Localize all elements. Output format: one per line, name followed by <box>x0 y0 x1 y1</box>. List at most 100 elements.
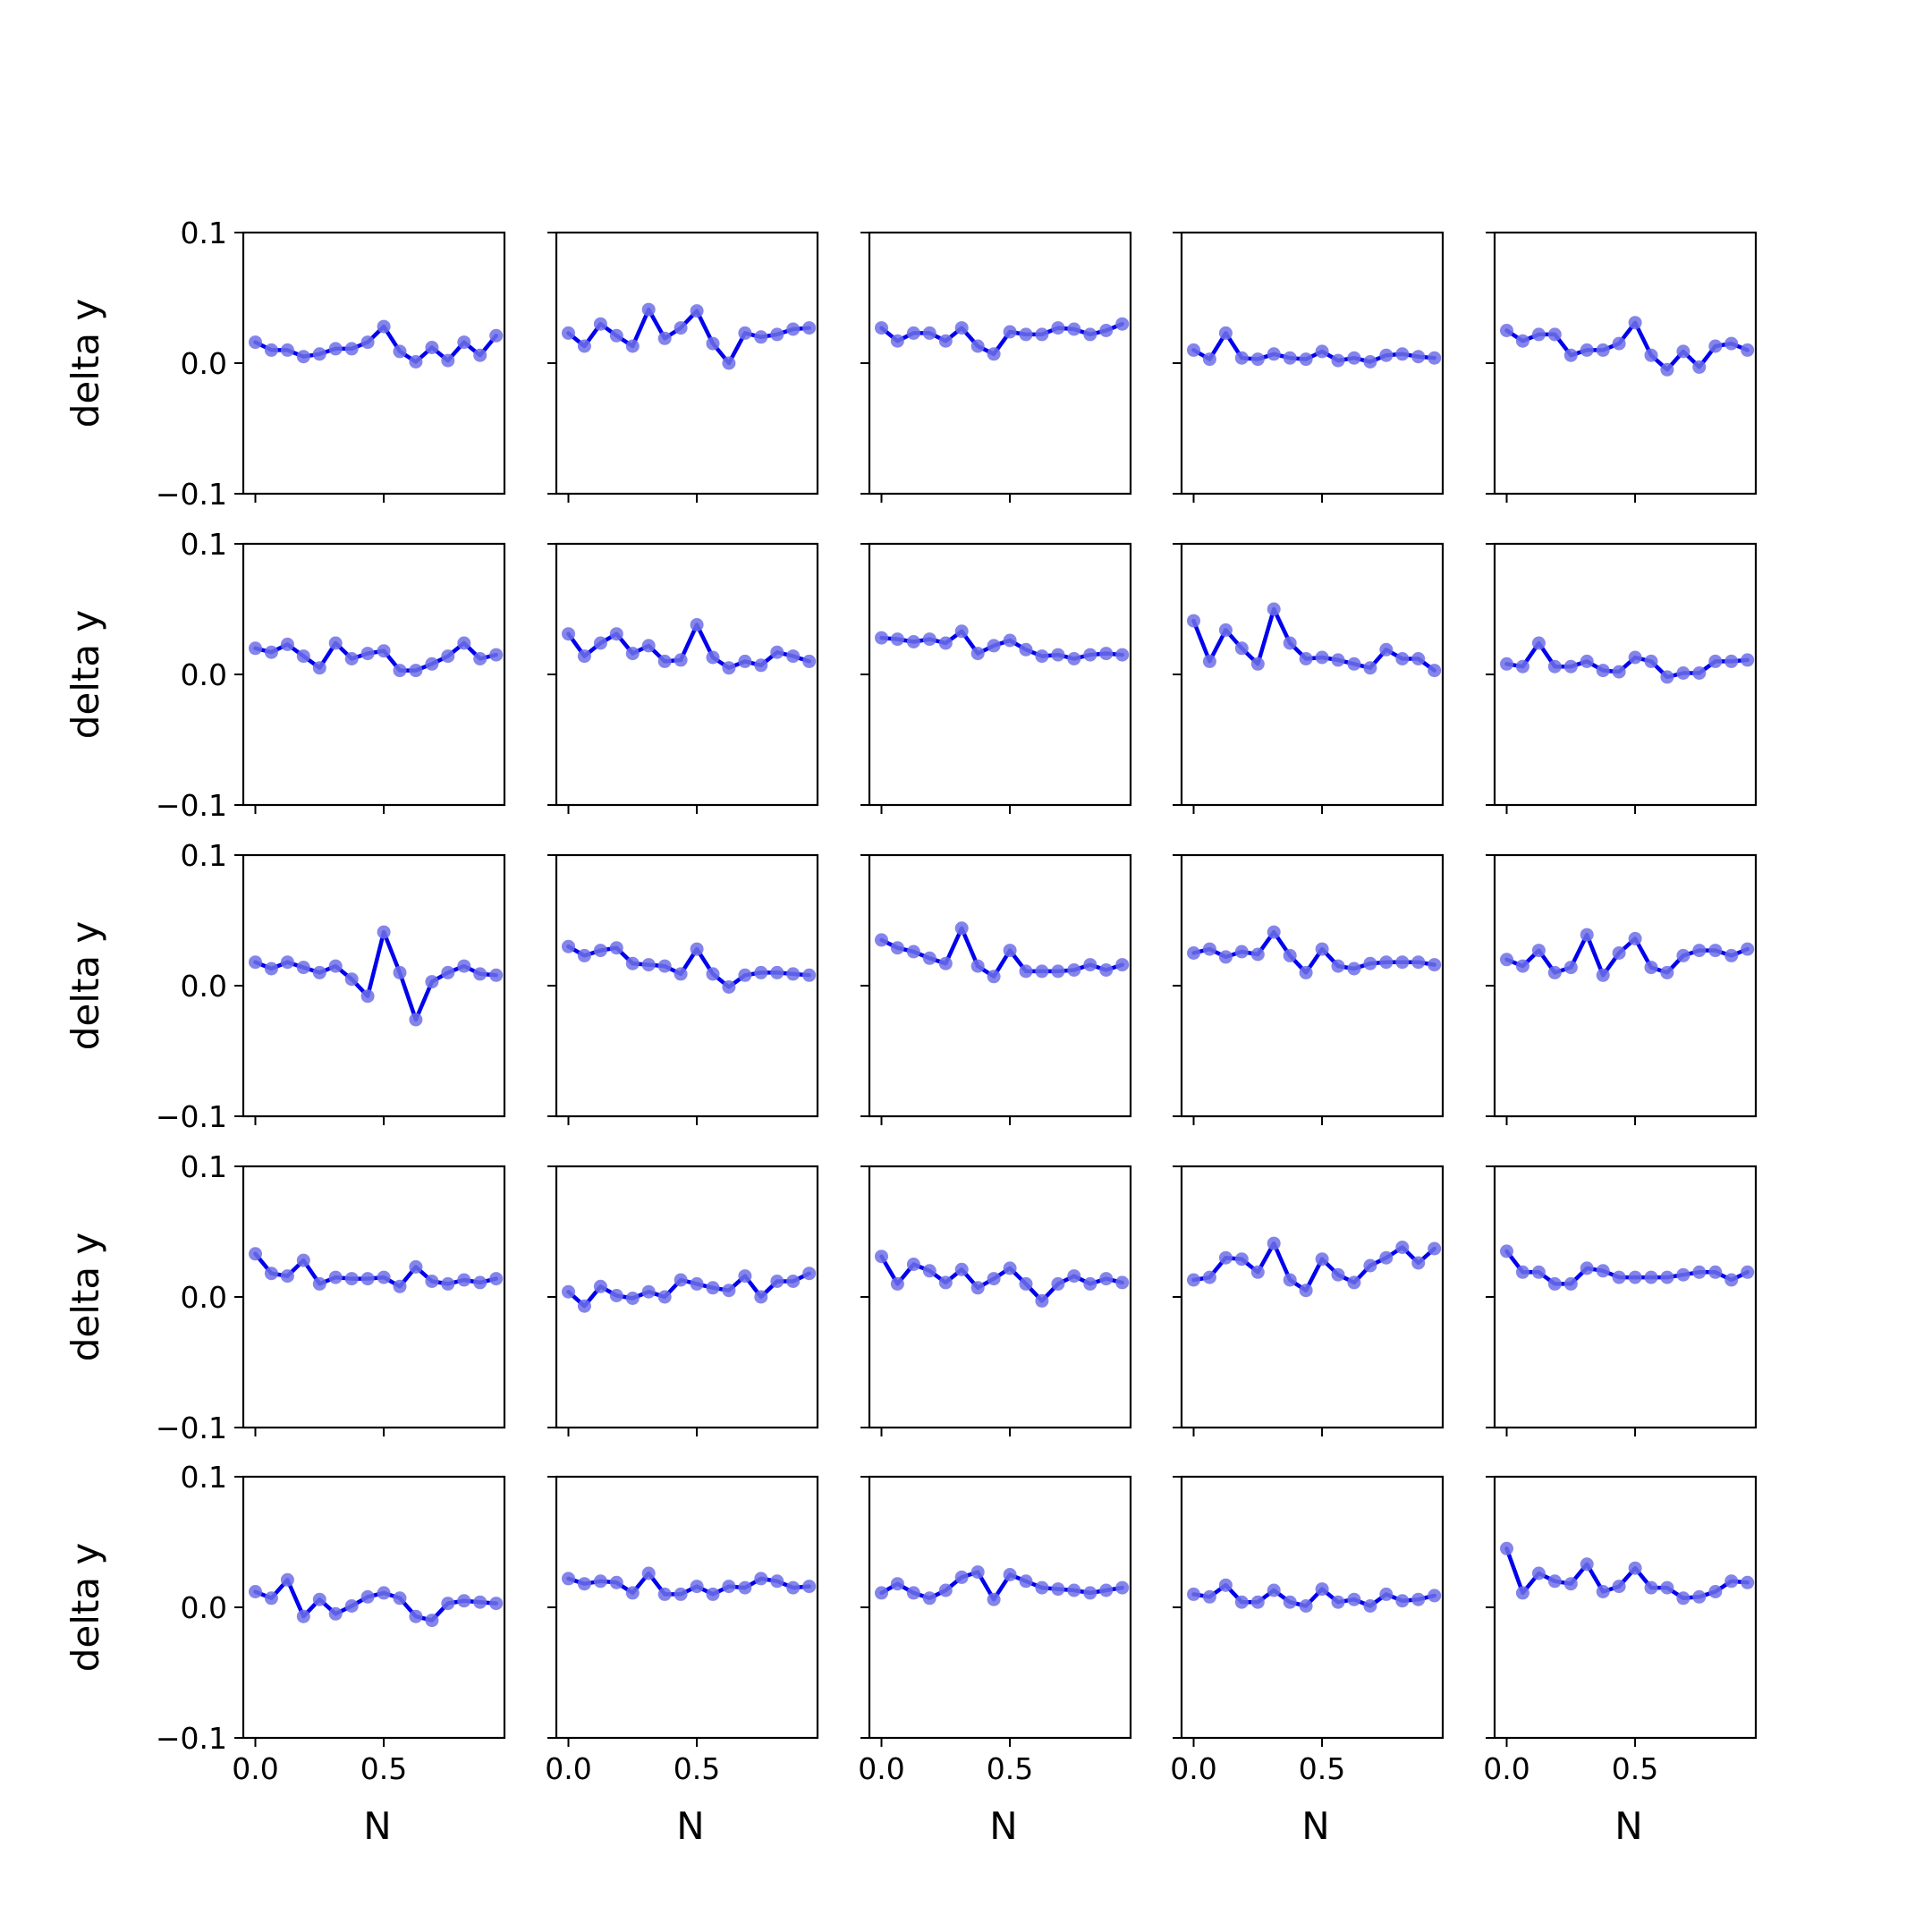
data-point <box>312 1592 326 1606</box>
data-point <box>1035 1580 1049 1595</box>
panel-1-1: −0.1 0.0 0.1 delta y <box>64 216 506 512</box>
y-axis-label: delta y <box>64 1543 107 1673</box>
data-point <box>1612 946 1626 960</box>
y-tick-label: −0.1 <box>156 1099 227 1134</box>
data-point <box>280 343 294 357</box>
data-point <box>1660 362 1674 377</box>
data-point <box>360 335 375 350</box>
data-point <box>473 1595 487 1609</box>
data-point <box>1067 322 1081 336</box>
data-point <box>690 618 704 631</box>
data-point <box>1250 947 1265 962</box>
data-point <box>1099 1583 1114 1597</box>
data-point <box>954 321 969 335</box>
data-point <box>922 1264 936 1278</box>
data-point <box>786 322 801 336</box>
data-point <box>1019 1276 1033 1291</box>
data-point <box>770 645 784 659</box>
data-point <box>802 1580 817 1594</box>
data-point <box>786 1580 801 1595</box>
series-line <box>1504 1249 1750 1286</box>
data-point <box>1299 1284 1313 1298</box>
data-point <box>1428 958 1442 972</box>
data-point <box>1411 652 1426 665</box>
data-point <box>1708 654 1723 668</box>
data-point <box>1234 1595 1249 1609</box>
data-point <box>1234 1252 1249 1267</box>
data-point <box>1580 343 1594 357</box>
x-axis-label: N <box>1301 1804 1329 1848</box>
series-line <box>566 623 811 670</box>
data-point <box>1563 961 1578 975</box>
data-point <box>1563 659 1578 674</box>
data-point <box>425 1275 439 1288</box>
y-tick-label: −0.1 <box>156 1411 227 1445</box>
data-point <box>441 649 455 664</box>
axes-frame <box>555 1475 819 1740</box>
data-point <box>1315 1582 1329 1597</box>
series-line <box>1504 932 1750 978</box>
data-point <box>441 353 455 368</box>
x-tick-label: 0.5 <box>1299 1751 1345 1786</box>
data-point <box>987 1272 1001 1286</box>
data-point <box>249 1585 262 1598</box>
data-point <box>328 636 343 650</box>
data-point <box>1202 1589 1216 1604</box>
data-point <box>970 339 985 353</box>
axes-frame <box>555 1165 819 1429</box>
data-point <box>1708 339 1723 353</box>
data-point <box>577 1577 591 1591</box>
data-point <box>1395 652 1410 665</box>
data-point <box>1019 964 1033 979</box>
axes-frame <box>242 853 506 1118</box>
x-tick-label: 0.0 <box>545 1751 591 1786</box>
data-point <box>1363 956 1377 970</box>
data-point <box>754 965 768 979</box>
data-point <box>1234 945 1249 959</box>
y-tick-label: 0.0 <box>181 1590 227 1625</box>
data-point <box>1363 355 1377 369</box>
data-point <box>577 948 591 962</box>
data-point <box>1692 944 1707 958</box>
data-point <box>264 962 278 976</box>
data-point <box>593 1279 607 1293</box>
data-point <box>393 1591 407 1606</box>
data-point <box>1083 1586 1097 1600</box>
y-tick-label: −0.1 <box>156 477 227 512</box>
data-point <box>1644 654 1658 668</box>
data-point <box>593 944 607 958</box>
data-point <box>1187 343 1200 357</box>
y-tick-label: 0.1 <box>181 216 227 250</box>
axes-frame <box>555 853 819 1118</box>
data-point <box>562 627 575 641</box>
axes-frame <box>868 1165 1132 1429</box>
axes-frame <box>555 542 819 807</box>
data-point <box>344 342 359 356</box>
data-point <box>249 955 262 970</box>
panel-1-4 <box>1173 231 1445 503</box>
data-point <box>1741 653 1755 667</box>
data-point <box>1347 351 1361 365</box>
data-point <box>1395 347 1410 361</box>
x-tick-label: 0.5 <box>360 1751 407 1786</box>
data-point <box>1741 343 1755 357</box>
data-point <box>1331 653 1345 667</box>
data-point <box>1283 1273 1297 1287</box>
data-point <box>360 1589 375 1604</box>
series-line <box>253 1578 498 1623</box>
data-point <box>609 1289 623 1302</box>
data-point <box>1612 1580 1626 1594</box>
data-point <box>1580 928 1594 942</box>
data-point <box>1187 1587 1200 1601</box>
x-tick-label: 0.5 <box>987 1751 1033 1786</box>
data-point <box>625 647 640 661</box>
data-point <box>312 965 326 979</box>
data-point <box>1515 659 1530 674</box>
data-point <box>1628 931 1642 945</box>
data-point <box>690 1580 704 1594</box>
axes-frame <box>1493 231 1758 496</box>
data-point <box>674 653 688 667</box>
data-point <box>457 1273 471 1287</box>
